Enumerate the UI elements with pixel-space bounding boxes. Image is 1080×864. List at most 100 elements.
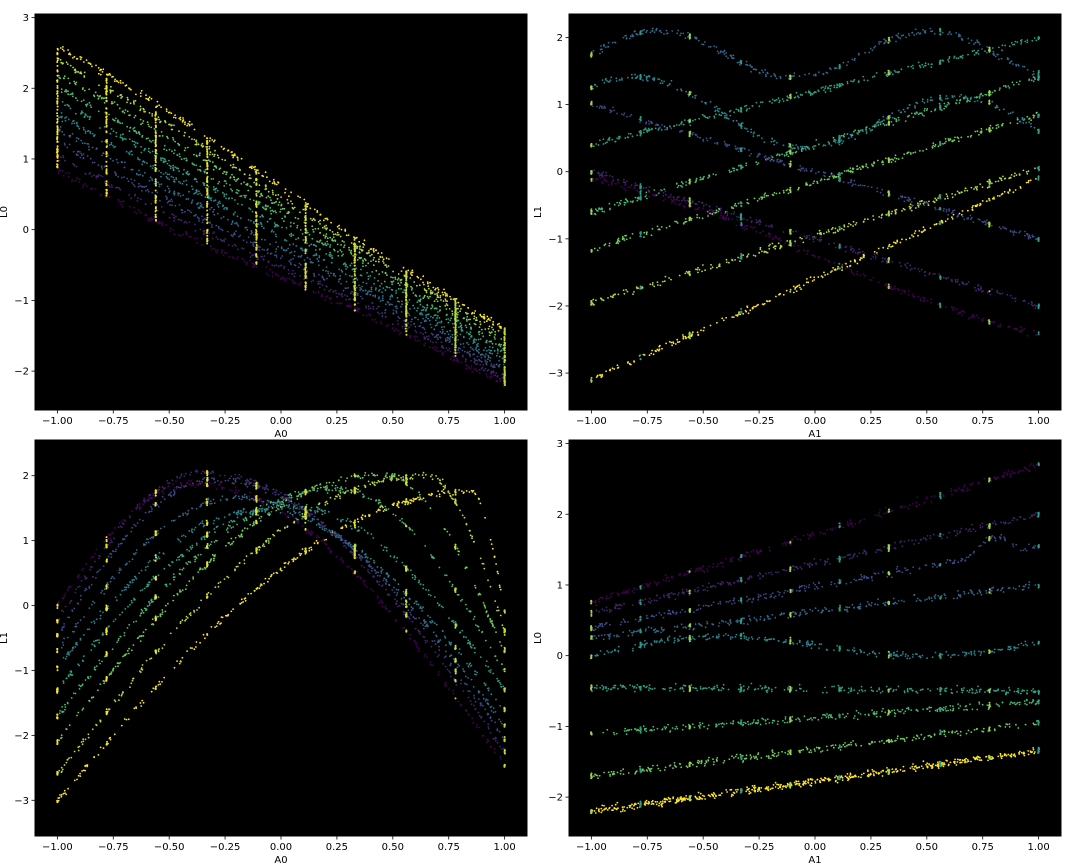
slice-point	[255, 261, 258, 264]
data-point	[72, 57, 74, 59]
data-point	[715, 113, 717, 116]
data-point	[998, 89, 1001, 91]
data-point	[360, 248, 363, 251]
data-point	[317, 291, 320, 294]
data-point	[619, 78, 621, 81]
data-point	[837, 265, 839, 268]
data-point	[274, 250, 277, 253]
slice-point	[105, 188, 108, 191]
data-point	[197, 143, 200, 146]
data-point	[838, 228, 841, 231]
data-point	[176, 154, 179, 157]
data-point	[427, 282, 429, 285]
data-point	[492, 328, 495, 331]
data-point	[175, 215, 177, 218]
data-point	[450, 298, 452, 300]
data-point	[75, 81, 78, 84]
data-point	[971, 50, 974, 53]
data-point	[441, 328, 444, 331]
data-point	[109, 89, 112, 92]
slice-point	[255, 190, 258, 193]
data-point	[125, 138, 127, 141]
data-point	[434, 314, 437, 316]
data-point	[882, 115, 885, 118]
data-point	[785, 289, 788, 292]
slice-point	[105, 81, 108, 84]
data-point	[871, 125, 874, 128]
slice-point	[503, 328, 506, 331]
data-point	[58, 129, 61, 132]
data-point	[431, 346, 434, 349]
data-point	[196, 190, 198, 193]
data-point	[764, 192, 767, 195]
data-point	[461, 330, 463, 332]
data-point	[470, 367, 472, 370]
data-point	[239, 234, 242, 237]
data-point	[89, 157, 92, 160]
data-point	[293, 282, 296, 285]
data-point	[459, 322, 462, 325]
data-point	[991, 197, 994, 200]
data-point	[378, 290, 380, 292]
data-point	[1027, 170, 1030, 173]
data-point	[971, 208, 974, 211]
data-point	[190, 211, 193, 214]
data-point	[269, 252, 272, 255]
data-point	[370, 290, 373, 293]
data-point	[325, 244, 328, 247]
data-point	[86, 130, 89, 133]
data-point	[75, 137, 78, 139]
data-point	[974, 100, 976, 103]
data-point	[991, 91, 994, 94]
data-point	[1030, 125, 1032, 128]
data-point	[152, 139, 154, 142]
data-point	[424, 342, 427, 344]
data-point	[252, 265, 254, 268]
data-point	[441, 291, 444, 294]
data-point	[93, 134, 95, 137]
data-point	[108, 144, 111, 146]
data-point	[76, 57, 79, 60]
data-point	[97, 67, 100, 69]
data-point	[195, 189, 198, 191]
data-point	[833, 86, 836, 89]
data-point	[819, 179, 822, 182]
data-point	[129, 206, 131, 208]
data-point	[723, 112, 726, 114]
data-point	[708, 116, 711, 118]
data-point	[273, 254, 276, 257]
data-point	[456, 313, 459, 316]
data-point	[436, 322, 439, 325]
x-tick-label: −0.50	[154, 416, 185, 427]
data-point	[931, 99, 934, 101]
data-point	[274, 210, 277, 212]
data-point	[414, 335, 416, 338]
data-point	[124, 84, 127, 87]
data-point	[457, 339, 460, 341]
data-point	[137, 209, 140, 211]
data-point	[1002, 85, 1005, 87]
slice-point	[454, 298, 457, 301]
data-point	[974, 205, 977, 208]
data-point	[444, 298, 447, 301]
data-point	[728, 169, 731, 172]
data-point	[325, 285, 328, 288]
data-point	[963, 98, 965, 100]
data-point	[271, 275, 274, 277]
data-point	[153, 127, 156, 130]
data-point	[1008, 177, 1010, 180]
data-point	[625, 238, 628, 241]
data-point	[261, 238, 263, 241]
data-point	[122, 82, 124, 84]
data-point	[121, 110, 124, 113]
data-point	[795, 144, 798, 146]
data-point	[733, 169, 735, 172]
data-point	[967, 99, 970, 102]
data-point	[1028, 117, 1031, 120]
data-point	[787, 155, 790, 158]
data-point	[327, 272, 330, 275]
data-point	[430, 315, 432, 318]
data-point	[490, 331, 493, 334]
data-point	[768, 245, 770, 247]
data-point	[661, 347, 663, 350]
